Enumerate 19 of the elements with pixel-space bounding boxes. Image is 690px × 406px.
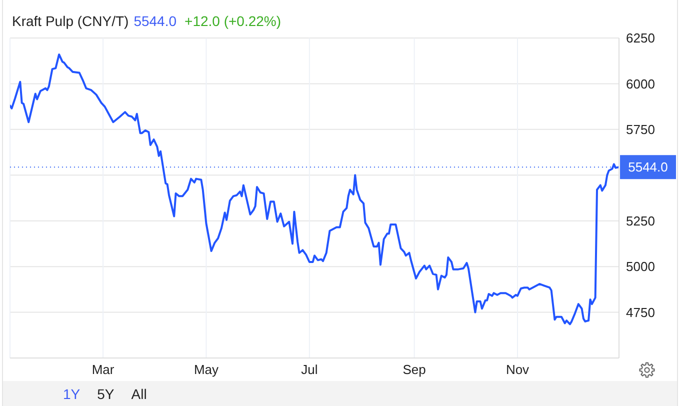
y-tick-label: 6250 <box>626 30 655 46</box>
y-tick-label: 5250 <box>626 213 655 228</box>
x-tick-label: Sep <box>402 362 426 378</box>
range-label: 5Y <box>97 385 114 403</box>
x-tick-label: May <box>194 362 220 378</box>
line-series <box>10 53 619 326</box>
text: +12.0 (+0.22%) <box>184 13 282 29</box>
y-tick-label: 5000 <box>626 259 655 274</box>
chart-title: Kraft Pulp (CNY/T) <box>12 13 129 29</box>
text: 5544.0 <box>134 13 177 29</box>
range-label: 1Y <box>63 385 80 403</box>
range-label: All <box>131 385 147 403</box>
x-tick-label: Jul <box>301 362 318 378</box>
ref-line-label: 5544.0 <box>628 160 668 175</box>
y-tick-label: 4750 <box>626 304 655 320</box>
x-tick-label: Nov <box>506 362 530 378</box>
x-tick-label: Mar <box>92 362 115 378</box>
y-tick-label: 5750 <box>626 122 655 137</box>
y-tick-label: 6000 <box>626 76 655 92</box>
